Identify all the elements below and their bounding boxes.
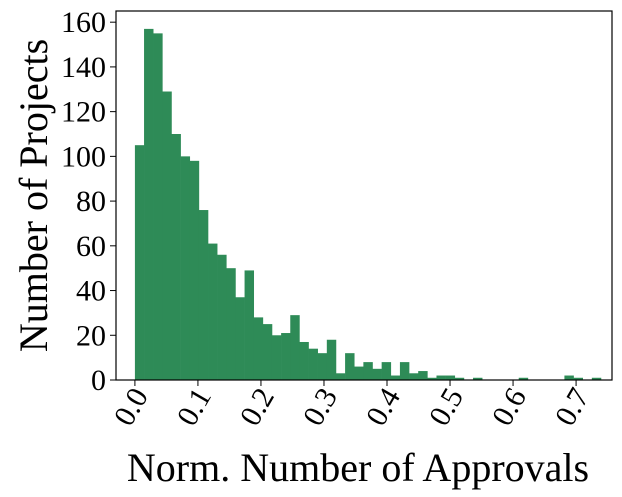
histogram-bar xyxy=(418,371,428,380)
histogram-bar xyxy=(198,210,209,380)
histogram-bar xyxy=(299,341,309,380)
x-tick-label: 0.3 xyxy=(297,382,344,431)
histogram-bar xyxy=(409,373,419,380)
histogram-bar xyxy=(253,317,264,380)
histogram-bar xyxy=(564,375,574,380)
histogram-bar xyxy=(445,375,456,380)
histogram-bar xyxy=(363,362,373,380)
y-tick-label: 40 xyxy=(76,275,106,308)
histogram-bar xyxy=(473,377,483,380)
histogram-bar xyxy=(189,160,200,380)
histogram-bar xyxy=(171,134,181,380)
histogram-bar xyxy=(427,377,437,380)
histogram-bar xyxy=(335,373,346,380)
histogram-bar xyxy=(271,335,282,380)
histogram-bar xyxy=(134,145,145,380)
plot-frame xyxy=(115,10,613,381)
y-tick-label: 20 xyxy=(76,319,106,352)
histogram-bar xyxy=(262,324,273,380)
x-tick-label: 0.1 xyxy=(171,382,218,431)
x-axis-title: Norm. Number of Approvals xyxy=(127,445,589,490)
histogram-bar xyxy=(454,377,465,380)
histogram-bars xyxy=(134,28,602,381)
histogram-bar xyxy=(354,366,364,380)
histogram-bar xyxy=(153,33,163,380)
histogram-bar xyxy=(162,91,172,380)
histogram-bar xyxy=(390,375,401,380)
histogram-bar xyxy=(208,243,218,380)
y-tick-label: 60 xyxy=(76,230,106,263)
histogram-bar xyxy=(244,270,255,380)
x-axis: 0.0 0.1 0.2 0.3 0.4 0.5 0.6 0.7 xyxy=(108,380,596,431)
histogram-bar xyxy=(235,297,245,380)
histogram-bar xyxy=(518,377,529,380)
histogram-bar xyxy=(573,377,583,380)
histogram-bar xyxy=(217,254,227,380)
histogram-bar xyxy=(290,315,300,380)
histogram-bar xyxy=(281,333,291,380)
histogram-bar xyxy=(436,375,446,380)
histogram-bar xyxy=(308,348,318,380)
x-tick-label: 0.5 xyxy=(423,382,470,431)
histogram-bar xyxy=(399,362,410,380)
histogram-bar xyxy=(345,353,355,380)
x-tick-label: 0.6 xyxy=(486,382,533,431)
histogram-bar xyxy=(180,156,191,380)
histogram-bar xyxy=(381,362,392,380)
histogram-bar xyxy=(144,28,154,381)
x-tick-label: 0.4 xyxy=(360,382,407,431)
y-axis-title: Number of Projects xyxy=(11,39,56,352)
y-axis: 0 20 40 60 80 100 120 140 160 xyxy=(61,6,116,397)
y-tick-label: 80 xyxy=(76,185,106,218)
x-tick-label: 0.0 xyxy=(108,382,155,431)
histogram-bar xyxy=(372,368,382,380)
y-tick-label: 0 xyxy=(91,364,106,397)
y-tick-label: 100 xyxy=(61,140,106,173)
histogram-bar xyxy=(226,268,236,380)
histogram-bar xyxy=(591,377,602,380)
x-tick-label: 0.7 xyxy=(549,382,596,431)
y-tick-label: 160 xyxy=(61,6,106,39)
histogram-bar xyxy=(326,339,337,380)
y-tick-label: 140 xyxy=(61,51,106,84)
histogram-bar xyxy=(317,353,328,380)
y-tick-label: 120 xyxy=(61,96,106,129)
x-tick-label: 0.2 xyxy=(234,382,281,431)
